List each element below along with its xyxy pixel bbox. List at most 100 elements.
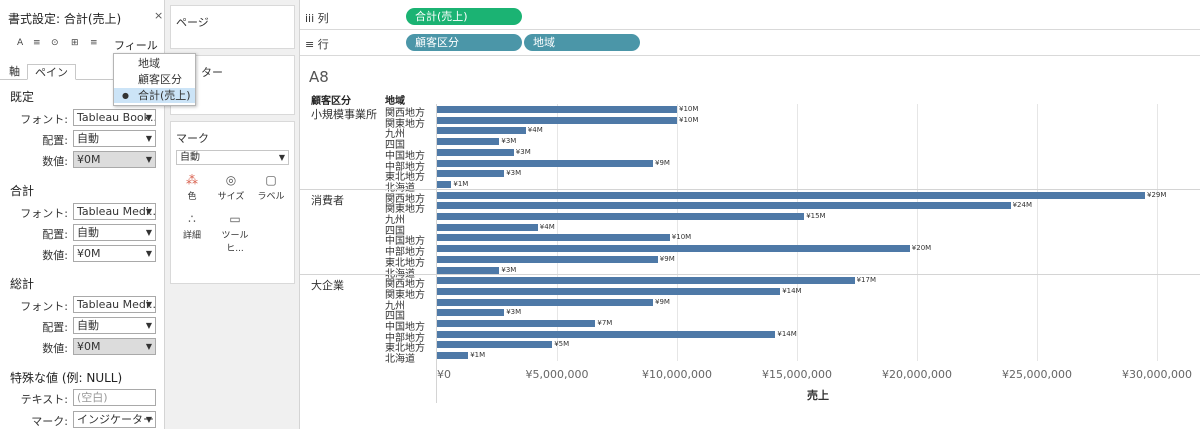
region-label: 関西地方 [385,279,425,291]
font-label: フォント: [20,113,68,126]
group-separator [300,274,1200,276]
bar [437,298,653,306]
number-label: 数値: [42,342,68,355]
region-label: 東北地方 [385,343,425,355]
x-axis-title: 売上 [807,389,829,402]
chevron-down-icon: ▼ [145,415,152,424]
region-label: 北海道 [385,182,415,194]
region-label: 中部地方 [385,161,425,173]
x-tick-label: ¥0 [437,368,451,381]
special-marks-value: インジケーターに... [77,413,155,426]
tooltip-button-label: ツールヒ... [221,231,249,254]
tooltip-button[interactable]: ▭ ツールヒ... [215,211,255,254]
marks-card-title: マーク [176,132,209,145]
rows-shelf-label: ≡ 行 [305,38,329,51]
alignment-format-icon[interactable]: ≡ [33,38,41,48]
columns-pill-sum-sales[interactable]: 合計(売上) [406,8,522,25]
region-label: 関東地方 [385,118,425,130]
bar-value-label: ¥1M [470,351,486,360]
bar-value-label: ¥9M [659,254,675,263]
font-select-default[interactable]: Tableau Book... ▼ [73,109,156,126]
color-button[interactable]: ⁂ 色 [176,172,208,204]
section-title-grand-totals: 総計 [10,277,35,291]
bar [437,352,469,360]
region-header: 地域 [385,96,405,107]
region-label: 東北地方 [385,172,425,184]
bar [437,330,776,338]
alignment-select-default[interactable]: 自動 ▼ [73,130,156,147]
bar-value-label: ¥3M [506,308,522,317]
label-icon: ▢ [265,173,277,187]
bar-value-label: ¥7M [597,319,613,327]
bar-value-label: ¥15M [806,212,826,220]
bar-value-label: ¥5M [554,340,570,349]
region-label: 東北地方 [385,257,425,269]
shading-format-icon[interactable]: ⊙ [51,38,59,48]
bar [437,266,500,274]
bar [437,116,677,124]
special-marks-select[interactable]: インジケーターに...▼ [73,411,156,428]
color-button-label: 色 [187,192,197,202]
font-select-value: Tableau Medi... [77,298,156,311]
detail-icon: ∴ [188,212,196,226]
region-label: 関西地方 [385,108,425,119]
bar-value-label: ¥3M [501,137,517,146]
font-select-value: Tableau Book... [77,111,156,124]
gridline [677,104,678,361]
label-button[interactable]: ▢ ラベル [255,172,287,204]
menu-item-sum-sales[interactable]: ● 合計(売上) [114,88,195,103]
chevron-down-icon: ▼ [145,113,152,122]
rows-pill-segment[interactable]: 顧客区分 [406,34,522,51]
special-text-label: テキスト: [20,393,68,406]
columns-shelf[interactable]: iii 列 合計(売上) [300,4,1200,30]
detail-button[interactable]: ∴ 詳細 [176,211,208,243]
bar-value-label: ¥9M [655,158,670,167]
bar-value-label: ¥3M [506,169,522,178]
color-icon: ⁂ [186,173,198,187]
rows-shelf[interactable]: ≡ 行 顧客区分 地域 [300,30,1200,56]
region-label: 中国地方 [385,236,425,248]
special-text-input[interactable]: (空白) [73,389,156,406]
alignment-label: 配置: [42,228,68,241]
number-select-totals[interactable]: ¥0M ▼ [73,245,156,262]
number-select-value: ¥0M [77,153,101,166]
bar-value-label: ¥20M [911,244,932,253]
alignment-label: 配置: [42,134,68,147]
bar [437,287,781,295]
region-label: 関東地方 [385,204,425,216]
number-select-default[interactable]: ¥0M ▼ [73,151,156,168]
tab-pane[interactable]: ペイン [27,64,76,80]
section-title-default: 既定 [10,90,35,104]
filters-card-title: ター [201,66,223,79]
lines-format-icon[interactable]: ≡ [90,38,98,48]
chevron-down-icon: ▼ [278,153,285,162]
chevron-down-icon: ▼ [145,134,152,143]
font-select-totals[interactable]: Tableau Medi... ▼ [73,203,156,220]
rows-pill-region[interactable]: 地域 [524,34,640,51]
chevron-down-icon: ▼ [145,228,152,237]
mark-type-value: 自動 [180,152,200,163]
pages-card[interactable]: ページ [170,5,295,49]
number-select-grand-totals[interactable]: ¥0M ▼ [73,338,156,355]
label-button-label: ラベル [257,192,285,202]
bar [437,213,805,220]
close-icon[interactable]: × [154,9,164,22]
bar-value-label: ¥10M [671,233,692,242]
region-label: 九州 [385,300,405,312]
menu-item-segment[interactable]: 顧客区分 [138,73,182,86]
bar-value-label: ¥24M [1012,201,1032,210]
font-select-grand-totals[interactable]: Tableau Medi... ▼ [73,296,156,313]
menu-item-region[interactable]: 地域 [138,57,160,70]
size-icon: ◎ [225,173,237,187]
tab-axis[interactable]: 軸 [9,65,20,78]
font-format-icon[interactable]: A [17,38,24,48]
bar [437,320,596,327]
bar-value-label: ¥10M [679,115,699,124]
size-button[interactable]: ◎ サイズ [215,172,247,204]
alignment-select-totals[interactable]: 自動 ▼ [73,224,156,241]
alignment-select-grand-totals[interactable]: 自動 ▼ [73,317,156,334]
mark-type-select[interactable]: 自動 ▼ [176,150,289,165]
borders-format-icon[interactable]: ⊞ [71,38,79,48]
bar [437,127,526,135]
